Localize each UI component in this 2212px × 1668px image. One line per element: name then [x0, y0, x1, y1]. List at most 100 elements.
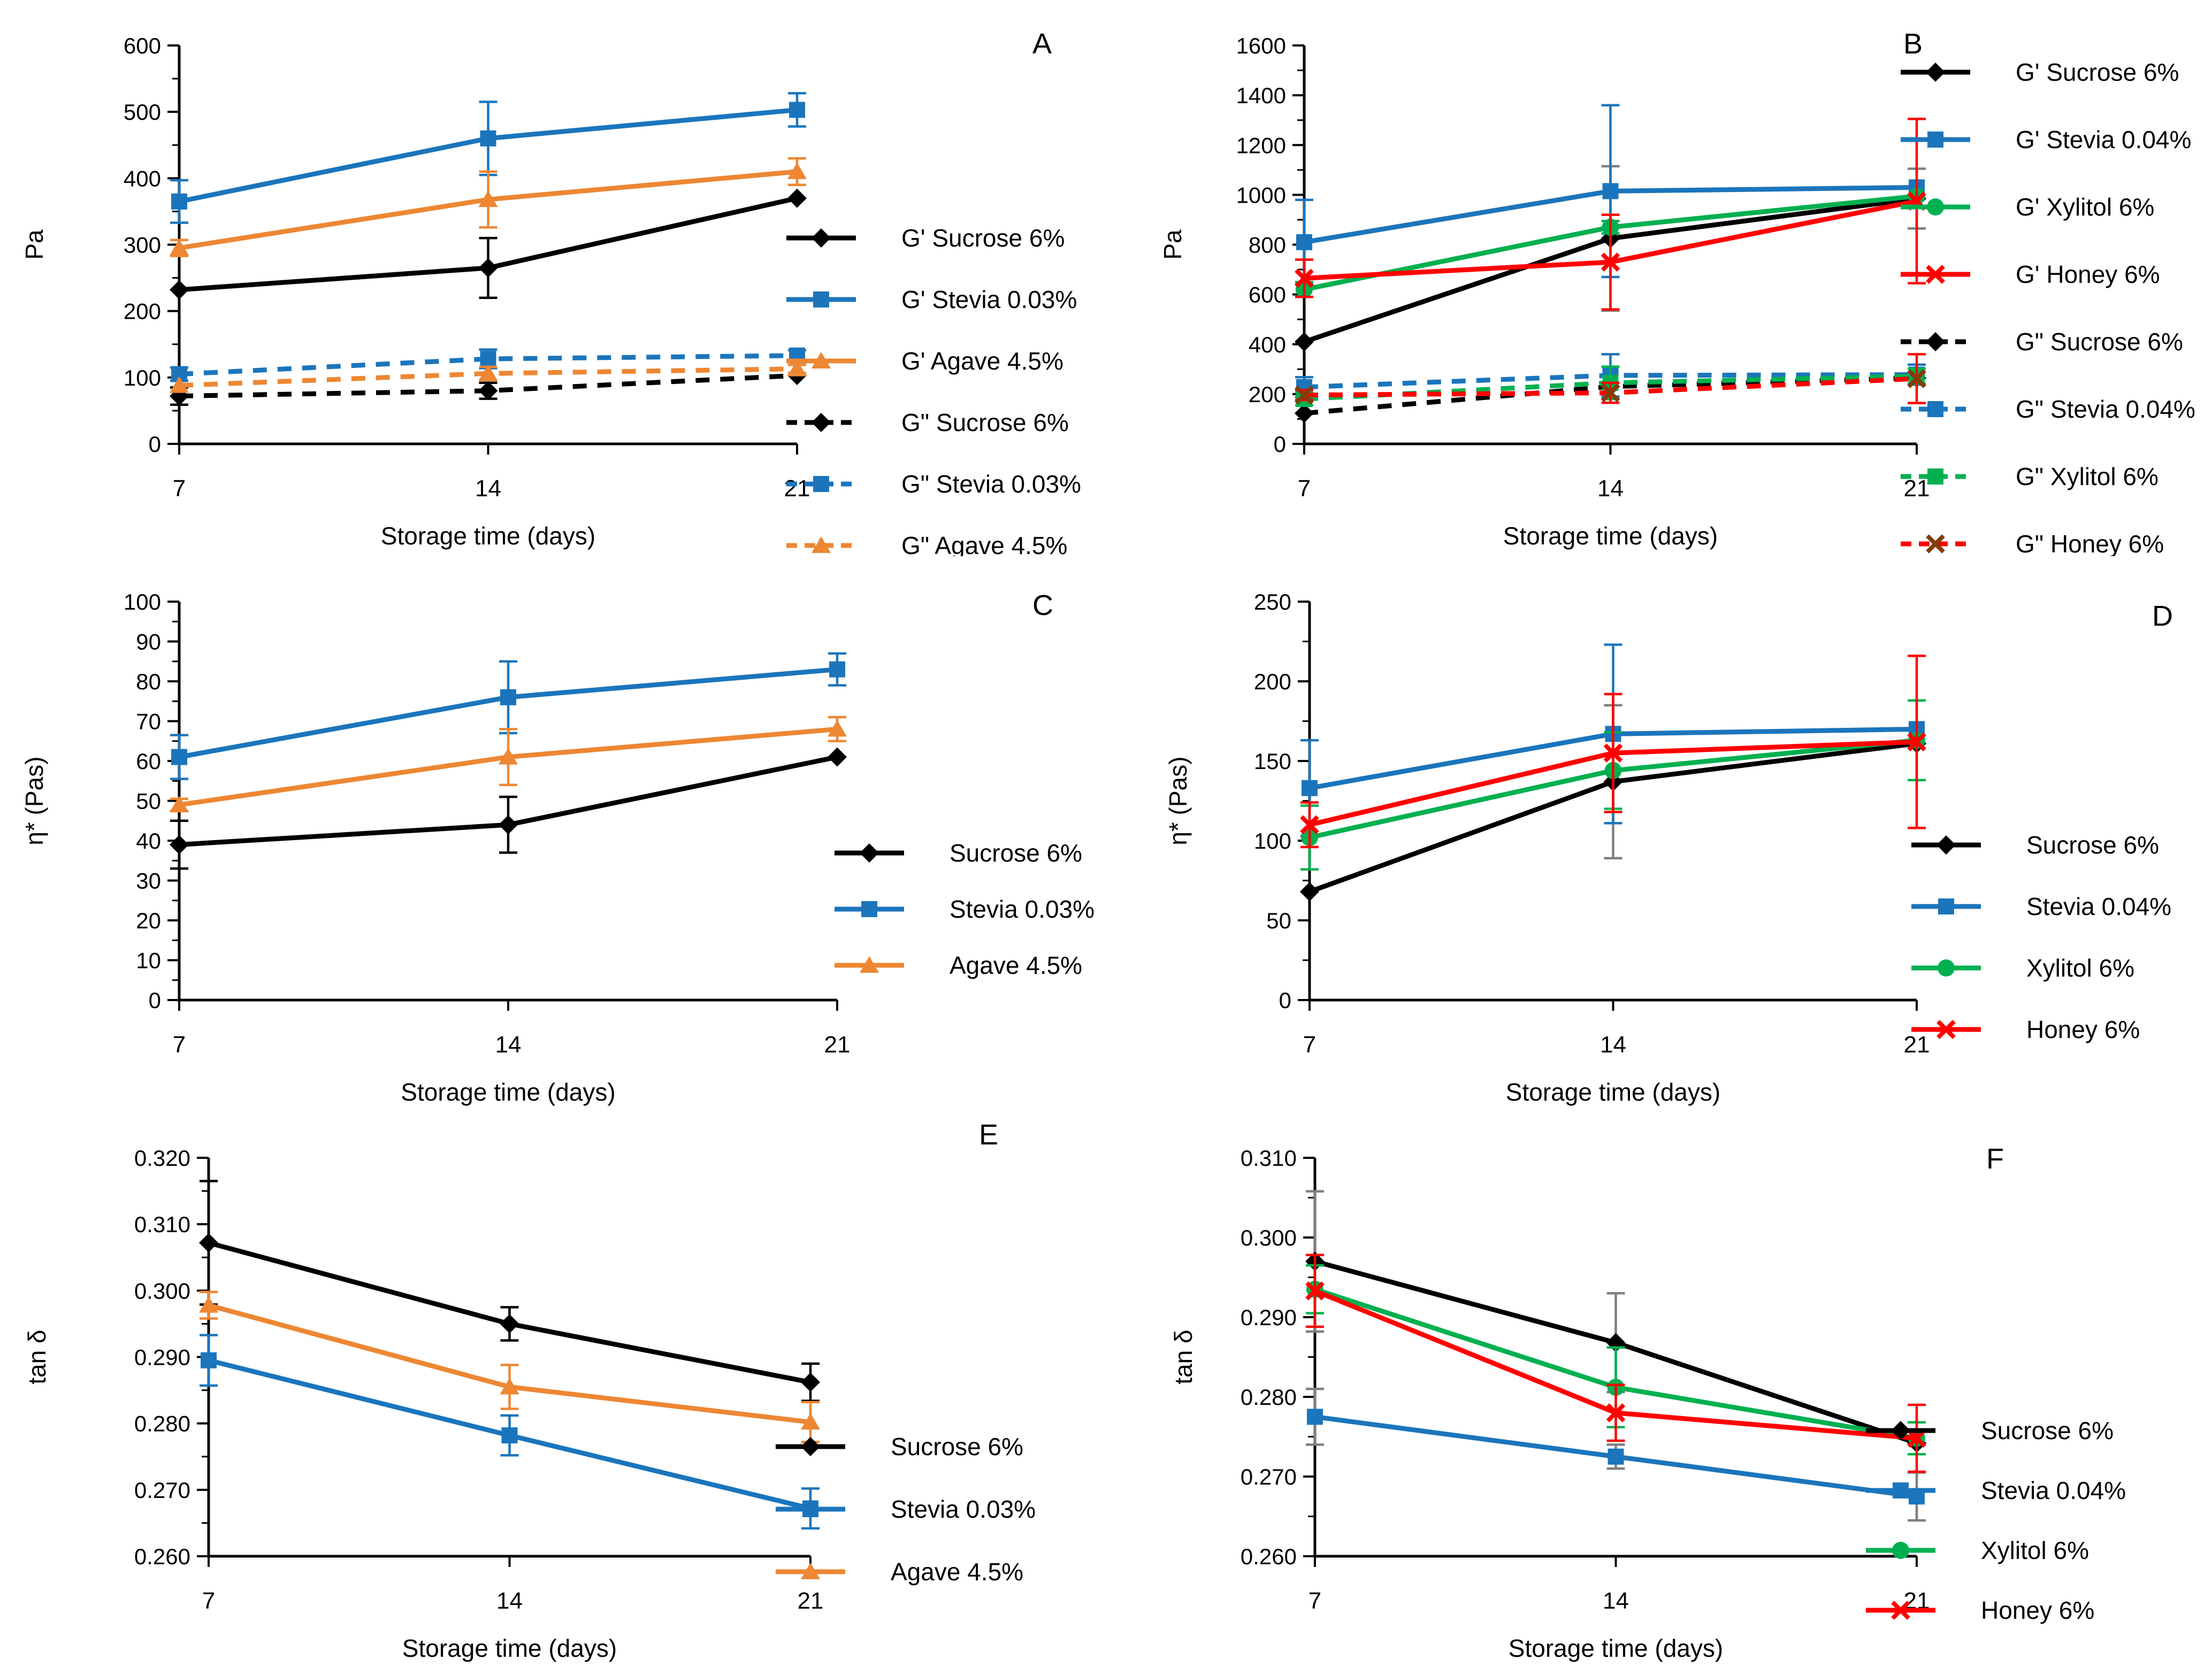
triangle-marker [787, 359, 807, 376]
y-tick-label: 800 [1249, 233, 1286, 258]
diamond-marker [1300, 882, 1319, 902]
legend-item-sucrose-6: Sucrose 6% [1866, 1417, 2114, 1444]
series-7-g-honey-6 [1295, 353, 1926, 405]
y-tick-label: 0.320 [134, 1146, 190, 1171]
square-marker [829, 661, 845, 678]
diamond-marker [787, 188, 807, 208]
x-tick-labels: 7 14 21 [1298, 444, 1930, 502]
panel-letter-E: E [979, 1119, 998, 1151]
x-tick-label: 14 [475, 475, 501, 502]
circle-marker [1938, 959, 1955, 977]
panel-C: 0 10 20 30 40 50 60 70 80 90 100 7 14 21 Storage time … [0, 556, 1106, 1112]
diamond-marker [478, 381, 498, 401]
square-marker [1608, 1448, 1624, 1465]
legend-label: Stevia 0.03% [950, 895, 1094, 923]
square-marker [1927, 468, 1943, 485]
y-tick-label: 200 [1249, 382, 1286, 407]
y-tick-label: 1400 [1236, 83, 1286, 108]
diamond-marker [1295, 332, 1314, 352]
diamond-marker [828, 747, 847, 767]
triangle-marker [170, 795, 189, 812]
axes [207, 1158, 810, 1558]
legend-label: Sucrose 6% [1981, 1417, 2114, 1444]
square-marker [802, 1501, 818, 1517]
panel-A: 0 100 200 300 400 500 600 7 14 21 Storage time (da… [0, 0, 1106, 556]
x-tick-label: 14 [495, 1032, 522, 1058]
legend-item-xylitol-6: Xylitol 6% [1911, 954, 2134, 982]
legend-label: Sucrose 6% [891, 1433, 1023, 1461]
x-marker [1295, 385, 1314, 405]
legend-label: G' Sucrose 6% [2016, 58, 2179, 86]
x-marker [1601, 252, 1620, 272]
y-tick-label: 0.260 [134, 1544, 190, 1569]
y-tick-label: 0.300 [134, 1278, 190, 1303]
triangle-marker [170, 376, 189, 393]
series-1-stevia-0.04 [1306, 1387, 1926, 1522]
y-tick-label: 200 [1254, 669, 1291, 694]
square-marker [1893, 1482, 1909, 1498]
legend-item-g-stevia-0.03: G' Stevia 0.03% [786, 286, 1077, 313]
y-tick-labels: 0 200 400 600 800 1000 1200 1400 1600 [1236, 33, 1304, 457]
x-marker [1295, 268, 1314, 288]
series-0-sucrose-6 [170, 747, 847, 870]
legend-label: Agave 4.5% [950, 951, 1082, 979]
x-marker [1937, 1020, 1956, 1039]
y-tick-label: 0.280 [134, 1411, 190, 1436]
legend-item-xylitol-6: Xylitol 6% [1866, 1536, 2089, 1564]
x-marker [1907, 732, 1926, 752]
square-marker [1296, 234, 1312, 250]
x-marker [1926, 265, 1945, 284]
y-tick-label: 0.270 [1241, 1464, 1297, 1489]
y-tick-label: 0 [1279, 988, 1291, 1013]
legend: Sucrose 6% Stevia 0.03% Agave 4.5% [776, 1433, 1036, 1586]
square-marker [500, 689, 516, 705]
diamond-marker [170, 835, 189, 855]
x-tick-label: 7 [1303, 1032, 1316, 1058]
square-marker [1302, 780, 1318, 796]
diamond-marker [499, 815, 518, 835]
legend-item-g-honey-6: G" Honey 6% [1901, 530, 2164, 556]
series-1-g-stevia-0.03 [170, 92, 806, 224]
legend-item-honey-6: Honey 6% [1911, 1016, 2140, 1043]
legend-label: G' Sucrose 6% [901, 224, 1065, 252]
legend-item-g-stevia-0.03: G" Stevia 0.03% [786, 470, 1081, 498]
y-axis-title: Pa [1159, 229, 1187, 260]
legend-item-g-xylitol-6: G" Xylitol 6% [1901, 463, 2159, 490]
y-tick-label: 200 [124, 299, 161, 324]
legend-item-agave-4.5: Agave 4.5% [776, 1558, 1023, 1586]
legend-label: G' Stevia 0.03% [901, 286, 1077, 313]
y-tick-label: 60 [136, 749, 161, 774]
x-tick-labels: 7 14 21 [1303, 1000, 1930, 1058]
legend-item-g-agave-4.5: G" Agave 4.5% [786, 532, 1067, 556]
y-tick-label: 400 [124, 166, 161, 191]
legend-item-agave-4.5: Agave 4.5% [835, 951, 1082, 979]
circle-marker [1927, 198, 1944, 216]
series-1-stevia-0.03 [170, 652, 846, 780]
y-axis-title: η* (Pas) [1164, 756, 1192, 845]
x-tick-label: 7 [1298, 475, 1311, 502]
legend-label: Stevia 0.03% [891, 1495, 1036, 1523]
x-tick-labels: 7 14 21 [173, 1000, 851, 1058]
y-tick-label: 150 [1254, 749, 1291, 774]
y-tick-label: 250 [1254, 589, 1291, 614]
legend-item-g-stevia-0.04: G' Stevia 0.04% [1901, 126, 2191, 153]
y-tick-label: 400 [1249, 332, 1286, 357]
diamond-marker [1926, 63, 1945, 82]
series-3-g-honey-6 [1295, 118, 1926, 311]
x-tick-labels: 7 14 21 [202, 1556, 823, 1614]
legend-label: G' Xylitol 6% [2016, 193, 2154, 221]
panel-letter-B: B [1903, 28, 1923, 60]
triangle-marker [860, 956, 879, 973]
x-tick-label: 21 [824, 1032, 851, 1058]
x-marker [1601, 383, 1620, 403]
series-0-g-sucrose-6 [170, 188, 807, 299]
panel-A-chart: 0 100 200 300 400 500 600 7 14 21 Storage time (da… [20, 28, 1081, 556]
panel-letter-D: D [2152, 600, 2173, 632]
diamond-marker [801, 1372, 820, 1392]
legend-item-stevia-0.04: Stevia 0.04% [1911, 893, 2171, 920]
y-tick-label: 0.270 [134, 1478, 190, 1503]
legend-label: Honey 6% [2026, 1016, 2140, 1043]
y-tick-label: 50 [136, 789, 161, 814]
diamond-marker [199, 1233, 218, 1252]
